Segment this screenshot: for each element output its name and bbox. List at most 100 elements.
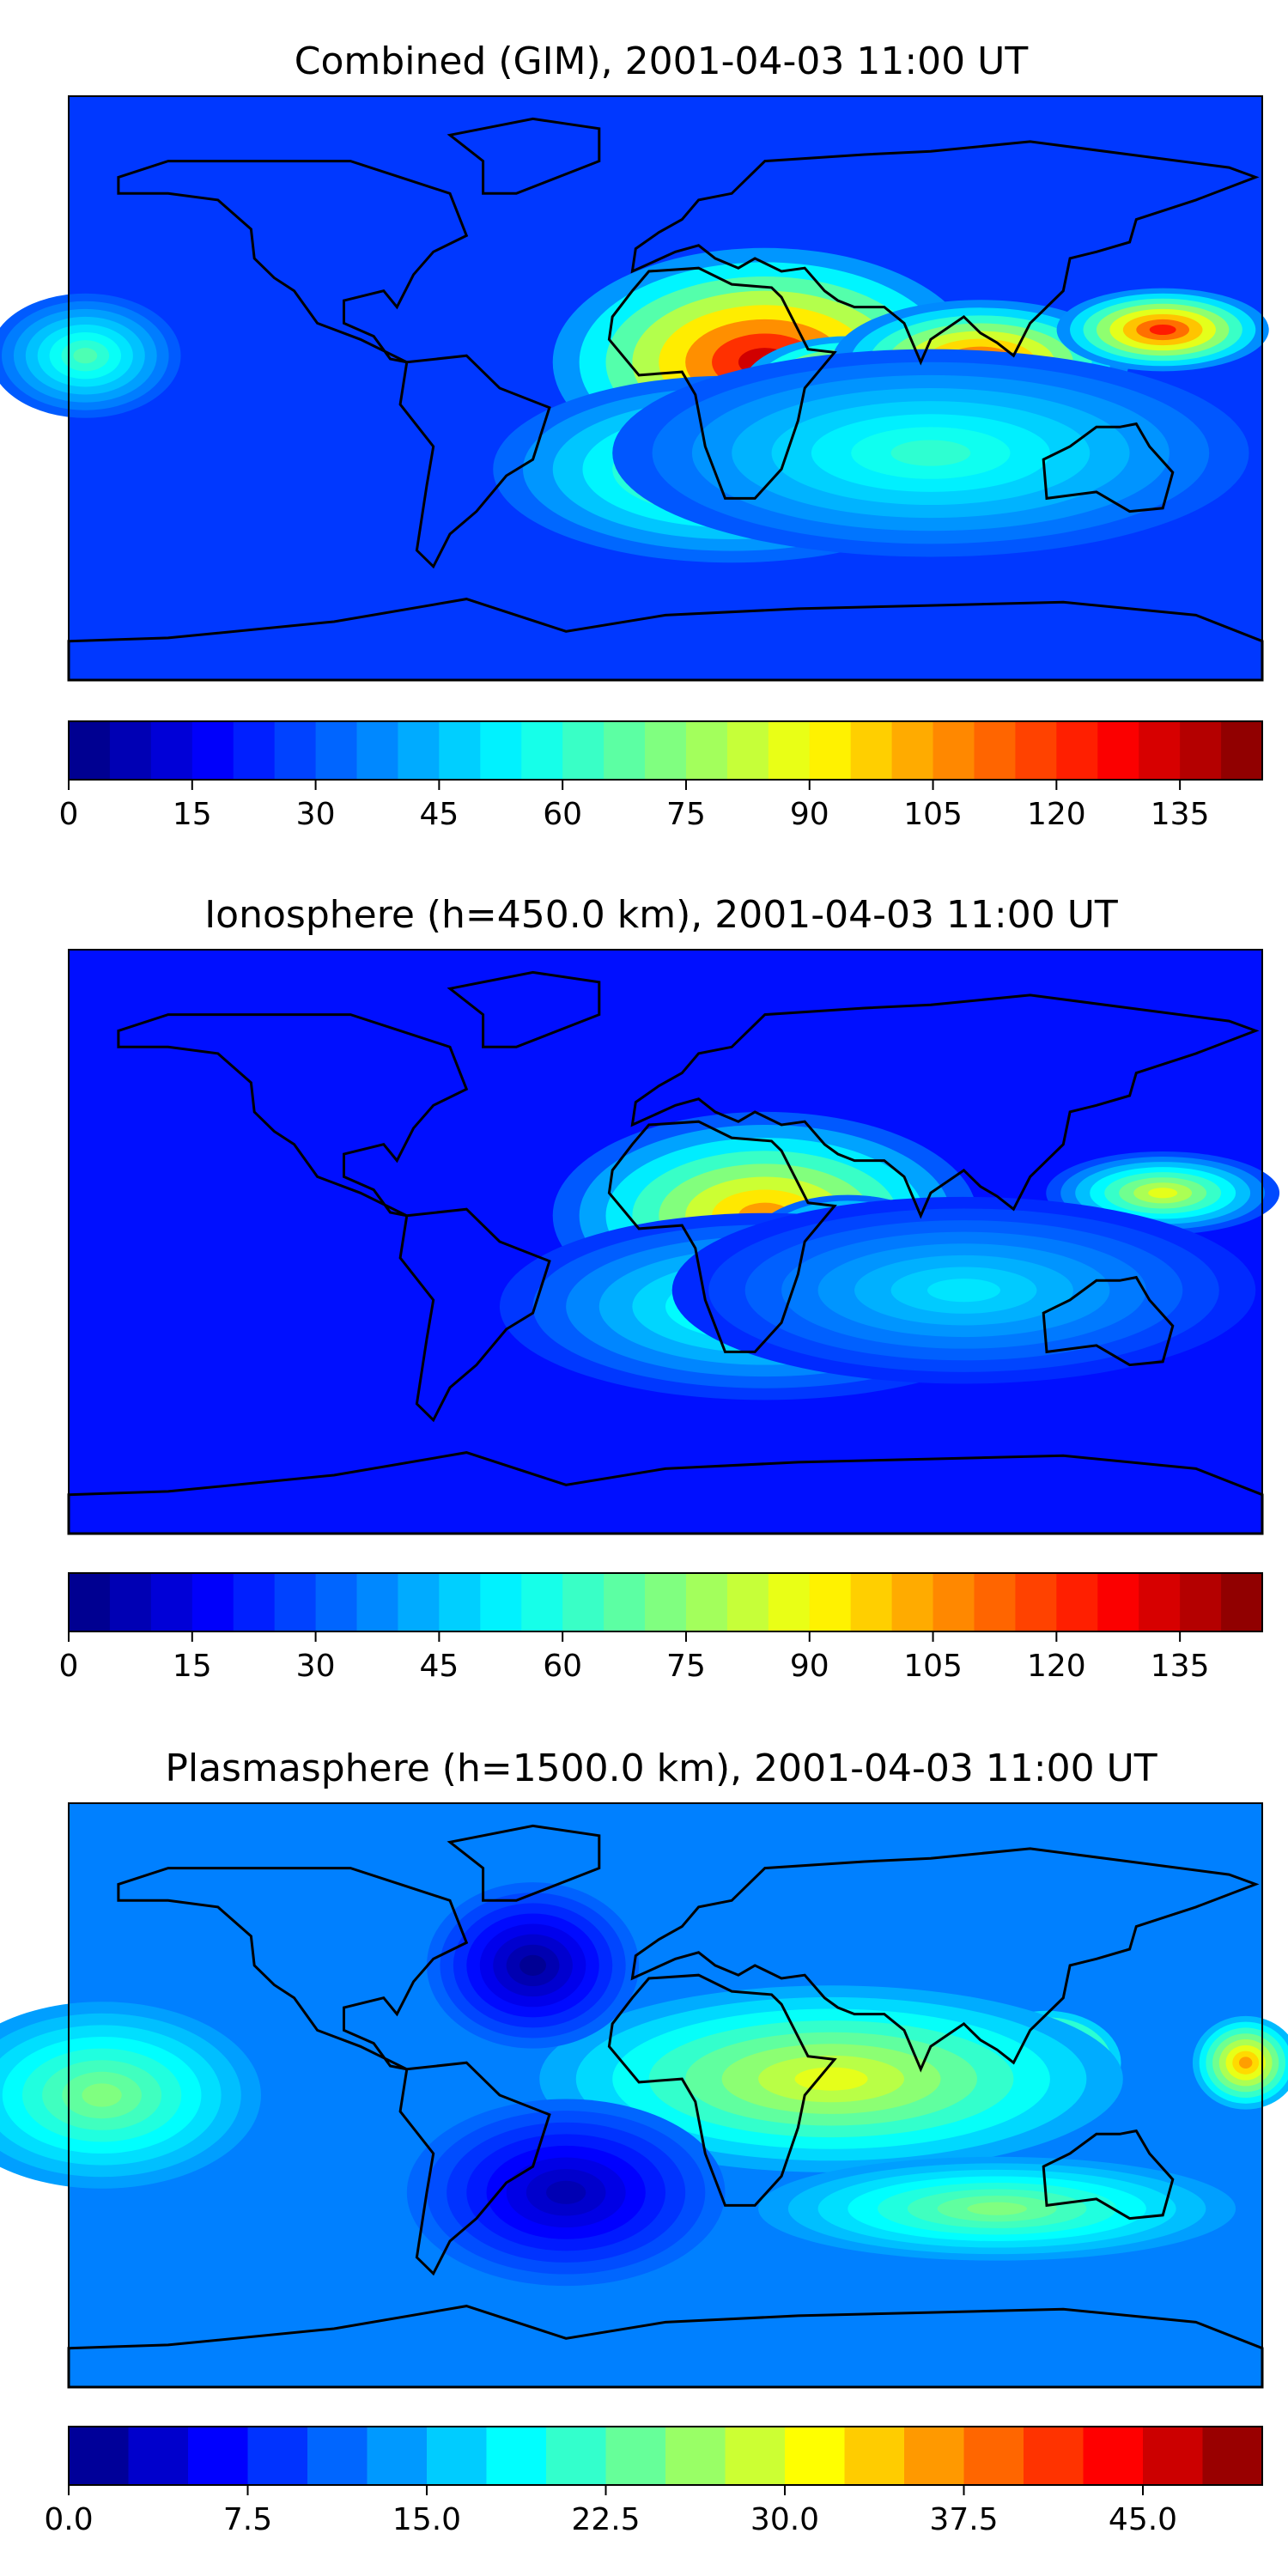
coastline	[447, 970, 601, 1048]
map-area	[0, 1802, 1288, 2389]
colorbar-swatch	[974, 721, 1017, 780]
colorbar-swatch	[1139, 1573, 1181, 1631]
panel-title: Combined (GIM), 2001-04-03 11:00 UT	[295, 39, 1029, 83]
colorbar-tick-label: 45	[419, 797, 459, 832]
tec-field	[499, 1111, 1280, 1400]
tec-contour	[927, 1279, 1000, 1303]
colorbar-swatch	[427, 2427, 488, 2485]
coastlines	[67, 1824, 1264, 2389]
tec-contour	[546, 2180, 586, 2204]
coastline	[398, 2061, 551, 2276]
coastline	[1042, 1275, 1175, 1367]
colorbar-swatch	[604, 1573, 646, 1631]
tec-contour	[519, 1954, 546, 1976]
colorbar-tick-label: 15	[173, 797, 212, 832]
colorbar-swatch	[726, 1573, 769, 1631]
colorbar-tick-label: 135	[1151, 797, 1210, 832]
colorbar-tick-label: 7.5	[223, 2502, 272, 2537]
tec-contour	[1238, 2057, 1253, 2069]
colorbar-tick-label: 15.0	[392, 2502, 461, 2537]
colorbar-swatch	[150, 1573, 193, 1631]
colorbar-swatch	[809, 1573, 852, 1631]
coastline	[630, 993, 1260, 1219]
colorbar-swatch	[356, 721, 399, 780]
colorbar-swatch	[726, 721, 769, 780]
colorbar-tick-label: 45.0	[1109, 2502, 1177, 2537]
colorbar-swatch	[315, 721, 358, 780]
colorbar-swatch	[109, 1573, 152, 1631]
colorbar-swatch	[963, 2427, 1024, 2485]
colorbar-swatch	[974, 1573, 1017, 1631]
tec-contour	[890, 440, 971, 466]
colorbar-swatch	[768, 721, 811, 780]
colorbar-swatch	[274, 721, 317, 780]
colorbar-tick-label: 0	[59, 797, 79, 832]
colorbar-swatch	[109, 721, 152, 780]
colorbar-swatch	[562, 1573, 605, 1631]
colorbar-swatch	[1221, 721, 1263, 780]
colorbar-swatch	[356, 1573, 399, 1631]
tec-contour	[1148, 1188, 1178, 1199]
coastline	[117, 1867, 469, 2071]
tec-field	[0, 1882, 1288, 2287]
colorbar-swatch	[685, 721, 728, 780]
colorbar-tick-label: 90	[790, 797, 829, 832]
colorbar-tick-label: 30.0	[750, 2502, 819, 2537]
colorbar-tick-label: 15	[173, 1649, 212, 1684]
colorbar-swatch	[1202, 2427, 1263, 2485]
colorbar-swatch	[1180, 1573, 1222, 1631]
tec-contour	[73, 348, 98, 364]
colorbar-swatch	[486, 2427, 547, 2485]
colorbar-swatch	[480, 721, 522, 780]
colorbar-swatch	[274, 1573, 317, 1631]
colorbar-tick-label: 75	[666, 1649, 706, 1684]
map-area	[67, 949, 1280, 1535]
colorbar-swatch	[150, 721, 193, 780]
coastline	[1042, 422, 1175, 513]
colorbar-swatch	[1056, 1573, 1098, 1631]
colorbar-swatch	[933, 721, 975, 780]
colorbar-swatch	[665, 2427, 726, 2485]
coastline	[398, 354, 551, 569]
colorbar-swatch	[1015, 721, 1057, 780]
colorbar-frame	[68, 720, 1263, 781]
colorbar-swatch	[809, 721, 852, 780]
colorbar-swatch	[1024, 2427, 1084, 2485]
colorbar-tick-label: 105	[903, 1649, 963, 1684]
colorbar-swatch	[933, 1573, 975, 1631]
colorbar-swatch	[233, 1573, 276, 1631]
colorbar-swatch	[1083, 2427, 1144, 2485]
panel-ionosphere: Ionosphere (h=450.0 km), 2001-04-03 11:0…	[59, 893, 1280, 1684]
coastline	[607, 1120, 837, 1353]
coastline	[630, 140, 1260, 366]
colorbar: 0 15 30 45 60 75 90 105 120 135	[59, 1572, 1263, 1684]
colorbar: 0 15 30 45 60 75 90 105 120 135	[59, 720, 1263, 832]
tec-field	[0, 247, 1269, 563]
colorbar-swatch	[128, 2427, 189, 2485]
colorbar-swatch	[1221, 1573, 1263, 1631]
colorbar-swatch	[191, 1573, 234, 1631]
panel-combined: Combined (GIM), 2001-04-03 11:00 UT 0 15 3…	[0, 39, 1269, 832]
colorbar-swatch	[844, 2427, 905, 2485]
coastline	[1042, 2129, 1175, 2221]
colorbar-swatch	[1143, 2427, 1204, 2485]
colorbar-swatch	[891, 1573, 934, 1631]
colorbar-swatch	[307, 2427, 368, 2485]
colorbar-swatch	[439, 1573, 481, 1631]
colorbar-swatch	[398, 721, 440, 780]
colorbar-swatch	[233, 721, 276, 780]
coastline	[607, 1973, 837, 2207]
colorbar-swatch	[850, 721, 893, 780]
colorbar-swatch	[480, 1573, 522, 1631]
panel-plasmasphere: Plasmasphere (h=1500.0 km), 2001-04-03 1…	[0, 1747, 1288, 2537]
colorbar-swatch	[1097, 721, 1139, 780]
colorbar-tick-label: 120	[1027, 797, 1086, 832]
coastline	[117, 1013, 469, 1218]
coastline	[630, 1847, 1260, 2073]
colorbar-swatch	[850, 1573, 893, 1631]
coastline	[447, 117, 601, 195]
tec-contour	[82, 2083, 122, 2107]
colorbar-swatch	[398, 1573, 440, 1631]
colorbar-tick-label: 0.0	[44, 2502, 93, 2537]
colorbar-tick-label: 30	[296, 1649, 336, 1684]
